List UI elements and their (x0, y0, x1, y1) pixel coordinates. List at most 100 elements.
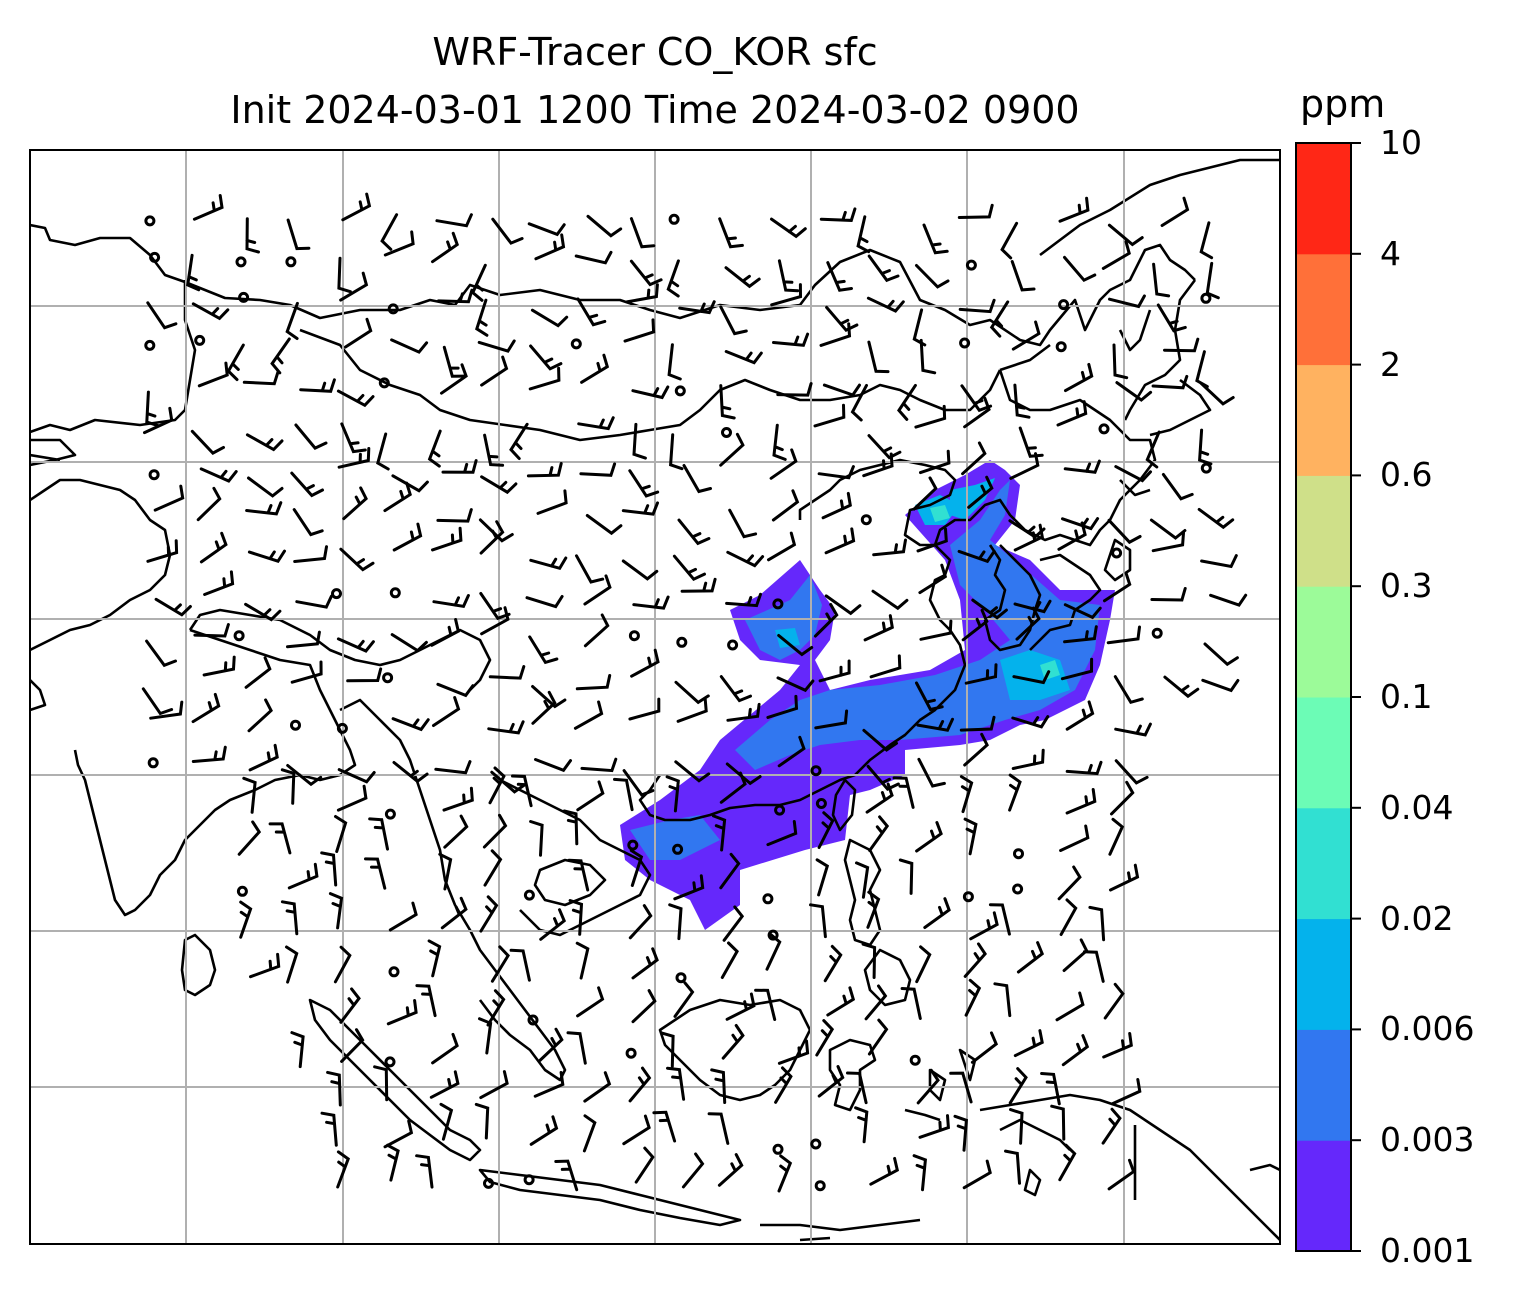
wind-barb (1008, 1067, 1028, 1105)
wind-barb (328, 892, 344, 930)
wind-barb (964, 978, 982, 1017)
calm-wind-marker (233, 630, 245, 642)
wind-barb (527, 222, 566, 237)
wind-barb (203, 570, 235, 596)
wind-barb (390, 633, 428, 653)
colorbar-band (1296, 586, 1351, 698)
wind-barb (1065, 760, 1103, 776)
wind-barb (1018, 426, 1044, 458)
wind-barb (415, 1154, 434, 1189)
calm-wind-marker (774, 804, 786, 816)
wind-barb (772, 423, 787, 461)
wind-barb (415, 984, 437, 1018)
wind-barb (771, 489, 800, 522)
wind-barb (963, 817, 978, 856)
wind-barb (1065, 700, 1095, 731)
wind-barb (963, 942, 987, 978)
wind-barb (767, 531, 797, 562)
wind-barb (915, 264, 950, 289)
wind-barb (1108, 817, 1125, 856)
colorbar-band (1296, 918, 1351, 1030)
wind-barb (380, 213, 399, 251)
calm-wind-marker (527, 1014, 539, 1026)
wind-barb (340, 422, 367, 454)
wind-barb (717, 1153, 744, 1187)
wind-barb (724, 350, 763, 365)
wind-barb (383, 1119, 414, 1149)
wind-barb (963, 396, 991, 429)
calm-wind-marker (387, 303, 399, 315)
wind-barb (190, 429, 225, 455)
wind-barb (1113, 675, 1144, 705)
wind-barb (290, 471, 324, 498)
wind-barb (631, 989, 657, 1024)
calm-wind-marker (235, 256, 247, 268)
wind-barb (429, 1070, 460, 1099)
wind-barb (568, 899, 584, 936)
wind-barb (919, 619, 953, 641)
calm-wind-marker (149, 251, 161, 263)
wind-barb (432, 594, 470, 609)
wind-barb (824, 527, 856, 555)
calm-wind-marker (810, 765, 822, 777)
wind-barb (534, 758, 572, 773)
wind-barb (897, 383, 917, 421)
wind-barb (867, 340, 890, 374)
wind-barb (953, 1114, 968, 1152)
wind-barb (248, 743, 279, 772)
wind-barb (376, 432, 390, 471)
calm-wind-marker (1055, 341, 1067, 353)
wind-barb (294, 423, 328, 450)
wind-barb (1101, 240, 1131, 270)
calm-wind-marker (238, 291, 250, 303)
colorbar-tick-label: 0.1 (1380, 677, 1433, 716)
wind-barb (770, 283, 803, 307)
wind-barb (237, 820, 262, 856)
colorbar-tick-label: 10 (1380, 123, 1422, 162)
wind-barb (431, 1032, 459, 1065)
wind-barb (391, 474, 429, 493)
wind-barb (268, 822, 292, 855)
wind-barb (249, 952, 281, 979)
wind-barb (866, 890, 881, 929)
wind-barb (280, 900, 299, 936)
wind-barb (674, 760, 711, 783)
wind-barb (477, 339, 516, 353)
wind-barb (1011, 748, 1045, 770)
wind-barb (1199, 381, 1235, 406)
wind-barb (586, 214, 623, 238)
wind-barb (526, 462, 563, 478)
wind-barb (567, 858, 590, 892)
wind-barb (922, 223, 949, 255)
calm-wind-marker (815, 798, 827, 809)
wind-barb (336, 389, 375, 408)
calm-wind-marker (668, 213, 680, 225)
wind-barb (776, 676, 815, 693)
wind-barb (482, 813, 508, 849)
wind-barb (141, 687, 174, 716)
wind-barb (192, 194, 224, 221)
colorbar-band (1296, 1029, 1351, 1141)
wind-barb (1040, 1072, 1061, 1106)
wind-barb (680, 577, 717, 593)
wind-barb (707, 1112, 730, 1145)
wind-barb (919, 338, 937, 375)
wind-barb (1145, 430, 1161, 469)
wind-barb (1013, 1029, 1044, 1058)
wind-barb (682, 464, 712, 494)
calm-wind-marker (1151, 627, 1163, 639)
calm-wind-marker (772, 1143, 784, 1155)
wind-barb (725, 592, 762, 608)
wind-barb (1058, 1143, 1077, 1182)
calm-wind-marker (860, 514, 872, 526)
wind-barb (959, 775, 974, 814)
wind-barb (1004, 1149, 1021, 1185)
wind-barb (869, 654, 902, 679)
wind-barb (916, 1068, 940, 1105)
wind-barb (814, 709, 849, 730)
wind-barb (970, 1031, 999, 1064)
wind-barb (666, 259, 680, 298)
wind-barb (340, 1028, 365, 1063)
wind-barb (1103, 571, 1132, 603)
